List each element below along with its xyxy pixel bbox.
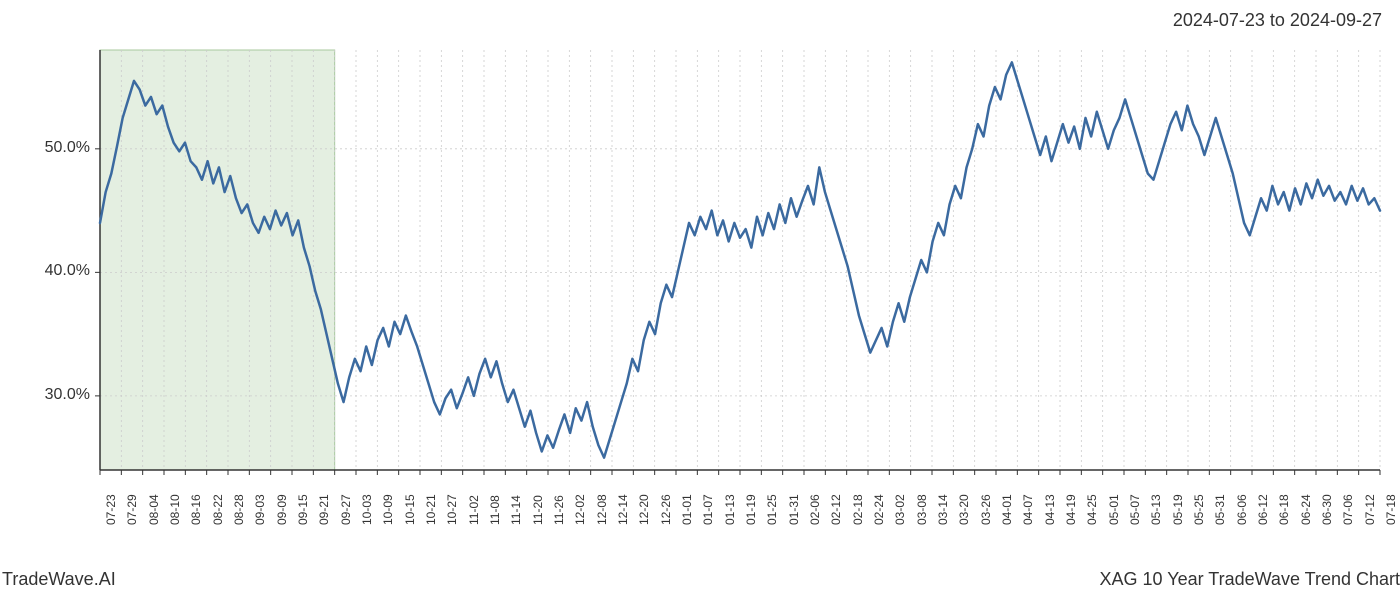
x-tick-label: 08-28 [232, 494, 246, 525]
x-tick-label: 12-14 [616, 494, 630, 525]
x-tick-label: 01-13 [723, 494, 737, 525]
x-tick-label: 12-26 [659, 494, 673, 525]
x-tick-label: 10-27 [445, 494, 459, 525]
x-tick-label: 11-14 [509, 495, 523, 525]
x-tick-label: 09-15 [296, 494, 310, 525]
x-tick-label: 11-26 [552, 495, 566, 525]
x-tick-label: 02-06 [808, 494, 822, 525]
x-tick-label: 07-18 [1384, 494, 1398, 525]
x-tick-label: 03-26 [979, 494, 993, 525]
x-tick-label: 05-01 [1107, 494, 1121, 525]
x-tick-label: 07-23 [104, 494, 118, 525]
x-tick-label: 06-06 [1235, 494, 1249, 525]
x-tick-label: 02-12 [829, 494, 843, 525]
x-tick-label: 08-16 [189, 494, 203, 525]
x-tick-label: 07-12 [1363, 494, 1377, 525]
x-tick-label: 01-25 [765, 494, 779, 525]
x-tick-label: 01-01 [680, 494, 694, 525]
x-tick-label: 05-19 [1171, 494, 1185, 525]
x-tick-label: 04-13 [1043, 494, 1057, 525]
x-tick-label: 06-18 [1277, 494, 1291, 525]
line-chart-svg [100, 50, 1380, 470]
x-tick-label: 04-25 [1085, 494, 1099, 525]
x-tick-label: 09-09 [275, 494, 289, 525]
x-tick-label: 12-20 [637, 494, 651, 525]
x-tick-label: 08-04 [147, 494, 161, 525]
x-tick-label: 09-27 [339, 494, 353, 525]
x-tick-label: 04-19 [1064, 494, 1078, 525]
x-tick-label: 04-01 [1000, 494, 1014, 525]
y-tick-label: 30.0% [10, 386, 90, 404]
x-tick-label: 09-03 [253, 494, 267, 525]
x-tick-label: 10-03 [360, 494, 374, 525]
x-tick-label: 03-14 [936, 494, 950, 525]
y-tick-label: 50.0% [10, 139, 90, 157]
x-tick-label: 05-07 [1128, 494, 1142, 525]
x-tick-label: 02-24 [872, 494, 886, 525]
x-tick-label: 05-31 [1213, 494, 1227, 525]
x-tick-label: 11-20 [531, 495, 545, 525]
x-tick-label: 03-20 [957, 494, 971, 525]
x-tick-label: 06-30 [1320, 494, 1334, 525]
date-range-label: 2024-07-23 to 2024-09-27 [1173, 10, 1382, 31]
x-axis-labels: 07-23 07-29 08-04 08-10 08-16 08-22 08-28 09-03… [100, 475, 1380, 555]
x-tick-label: 06-24 [1299, 494, 1313, 525]
x-tick-label: 09-21 [317, 494, 331, 525]
x-tick-label: 06-12 [1256, 494, 1270, 525]
x-tick-label: 01-31 [787, 494, 801, 525]
chart-area [100, 50, 1380, 470]
x-tick-label: 12-02 [573, 494, 587, 525]
x-tick-label: 02-18 [851, 494, 865, 525]
x-tick-label: 03-02 [893, 494, 907, 525]
x-tick-label: 11-08 [488, 495, 502, 525]
x-tick-label: 11-02 [467, 495, 481, 525]
y-tick-label: 40.0% [10, 262, 90, 280]
footer-brand: TradeWave.AI [2, 569, 116, 590]
x-tick-label: 05-13 [1149, 494, 1163, 525]
x-tick-label: 10-09 [381, 494, 395, 525]
x-tick-label: 08-22 [211, 494, 225, 525]
x-tick-label: 01-07 [701, 494, 715, 525]
x-tick-label: 05-25 [1192, 494, 1206, 525]
footer-chart-title: XAG 10 Year TradeWave Trend Chart [1100, 569, 1400, 590]
x-tick-label: 07-06 [1341, 494, 1355, 525]
x-tick-label: 08-10 [168, 494, 182, 525]
x-tick-label: 10-15 [403, 494, 417, 525]
x-tick-label: 12-08 [595, 494, 609, 525]
x-tick-label: 04-07 [1021, 494, 1035, 525]
x-tick-label: 03-08 [915, 494, 929, 525]
x-tick-label: 01-19 [744, 494, 758, 525]
x-tick-label: 10-21 [424, 494, 438, 525]
x-tick-label: 07-29 [125, 494, 139, 525]
